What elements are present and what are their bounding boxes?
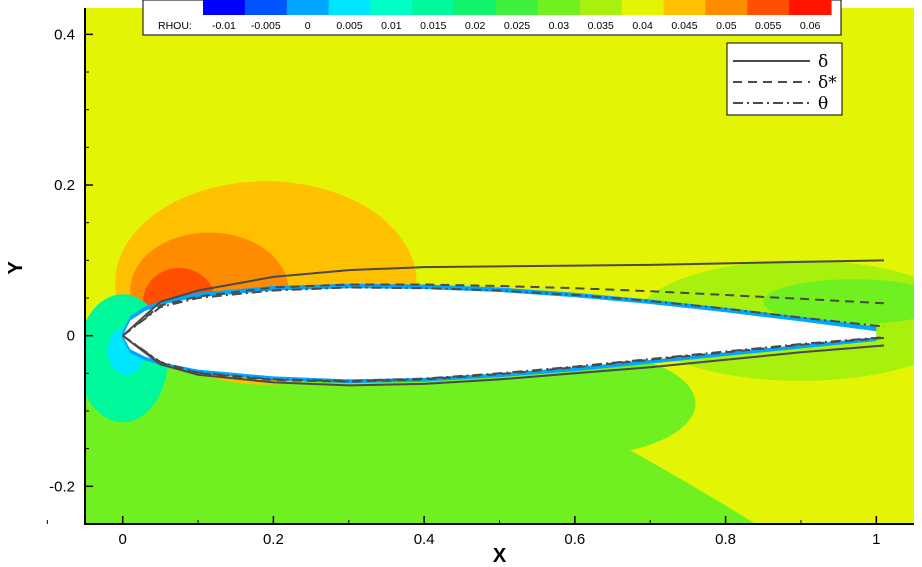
colorbar-swatch (621, 0, 665, 15)
y-tick-label: 0.4 (54, 26, 75, 43)
colorbar-tick-label: 0.06 (800, 20, 821, 32)
series-2-upper-line (122, 286, 885, 337)
colorbar-swatch (286, 0, 330, 15)
boundary-layer-curves (122, 259, 885, 387)
colorbar-tick-label: 0.055 (755, 20, 781, 32)
colorbar-tick-label: 0.045 (671, 20, 697, 32)
airfoil-body (122, 288, 877, 380)
colorbar-tick-label: 0.015 (420, 20, 446, 32)
y-tick-label: -0.2 (49, 478, 75, 495)
colorbar-tick-label: 0.03 (549, 20, 570, 32)
series-2-lower-line (122, 334, 884, 382)
x-tick-label: 0.6 (564, 531, 585, 548)
colorbar-swatch (705, 0, 748, 15)
colorbar-swatch (328, 0, 372, 15)
legend-label-0: δ (818, 52, 828, 72)
colorbar-swatch (496, 0, 539, 15)
colorbar-tick-label: 0.035 (588, 20, 614, 32)
colorbar-tick-label: 0.01 (381, 20, 402, 32)
colorbar-swatch (203, 0, 246, 15)
y-tick-label: 0.2 (54, 177, 75, 194)
series-0-upper-line (122, 259, 884, 337)
x-tick-label: 0.2 (263, 531, 284, 548)
x-tick-label: 0 (119, 531, 127, 548)
colorbar-swatch (747, 0, 790, 15)
legend-box (726, 42, 843, 116)
x-axis-label: X (493, 545, 507, 567)
colorbar-swatch (244, 0, 288, 15)
colorbar-tick-label: 0.02 (465, 20, 486, 32)
colorbar-swatch (579, 0, 623, 15)
colorbar-swatch (789, 0, 832, 15)
x-tick-label: 0.8 (715, 531, 736, 548)
x-tick-label: 1 (872, 531, 880, 548)
legend-label-1: δ* (818, 73, 837, 93)
colorbar-swatch (663, 0, 706, 15)
legend-label-2: θ (818, 94, 828, 114)
lower-region (85, 343, 756, 524)
colorbar-title: RHOU: (158, 20, 192, 32)
series-1-upper-line (122, 283, 884, 337)
series-0-lower-line (122, 334, 884, 387)
colorbar-swatch (454, 0, 497, 15)
colorbar-tick-label: 0.05 (716, 20, 737, 32)
colorbar-swatch (370, 0, 413, 15)
colorbar: RHOU: -0.01 -0.005 0 0.005 0.01 0.015 0.02 0.025… (142, 0, 842, 36)
plot-axes: 0 0.2 0.4 0.6 0.8 1 -0.2 0 0.2 0.4 X Y (5, 8, 914, 567)
colorbar-tick-label: 0 (305, 20, 311, 32)
y-tick-label: 0 (67, 328, 75, 345)
colorbar-tick-label: 0.04 (632, 20, 653, 32)
colorbar-swatch (537, 0, 581, 15)
colorbar-tick-label: 0.025 (504, 20, 530, 32)
x-tick-label: 0.4 (414, 531, 435, 548)
lower-region (454, 350, 696, 457)
y-axis-label: Y (5, 261, 27, 275)
colorbar-tick-label: -0.01 (212, 20, 236, 32)
colorbar-tick-label: 0.005 (336, 20, 362, 32)
colorbar-swatch (412, 0, 455, 15)
colorbar-tick-label: -0.005 (251, 20, 281, 32)
legend: δδ*θ (726, 42, 843, 116)
